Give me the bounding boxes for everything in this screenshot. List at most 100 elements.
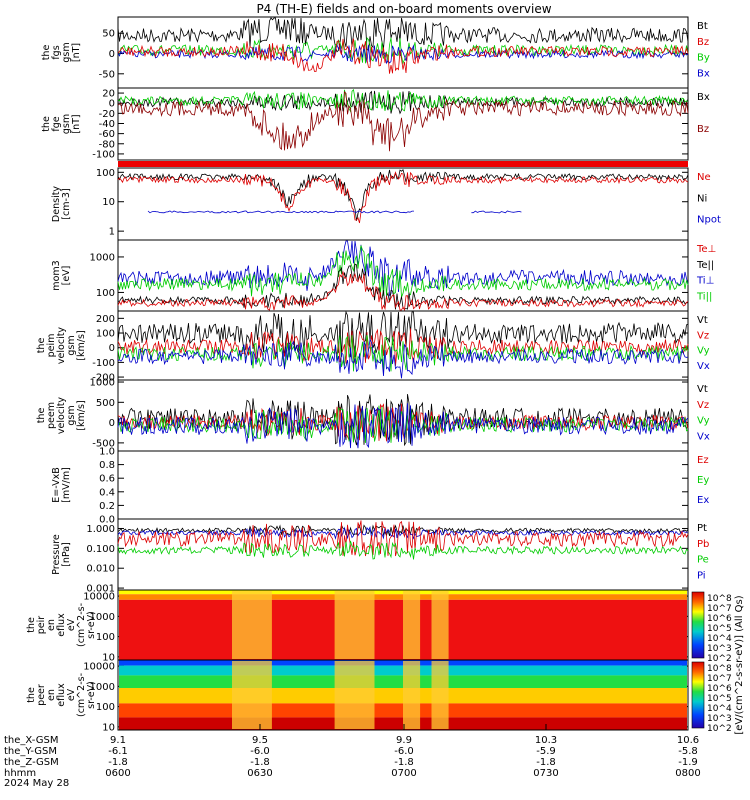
y-tick-label: -20 <box>99 109 115 120</box>
colorbar-lower <box>691 661 705 729</box>
series-Pt <box>117 524 689 537</box>
legend-entry: Vx <box>697 431 710 442</box>
time-axis-value: 9.1 <box>110 735 126 746</box>
y-axis-label: mom3 <box>51 260 62 290</box>
y-axis-label: the <box>36 408 47 424</box>
colorbar-tick-label: 10^6 <box>707 684 732 694</box>
y-tick-label: -80 <box>99 139 115 150</box>
y-axis-label: [nT] <box>71 114 82 133</box>
y-axis-label: fge <box>51 116 62 131</box>
y-tick-label: -100 <box>92 149 115 160</box>
y-tick-label: 10000 <box>83 662 115 673</box>
time-axis-value: 10.6 <box>677 735 699 746</box>
y-tick-label: 10 <box>102 197 115 208</box>
panel-peem_velocity: 1000 500 0 -500 the peem velocity gsm [km/s] Vt Vz… <box>36 378 710 452</box>
time-axis-value: 10.3 <box>535 735 557 746</box>
series-By <box>117 88 689 113</box>
y-tick-label: 10000 <box>83 592 115 603</box>
colorbar-tick-label: 10^5 <box>707 694 732 704</box>
panel-peer_en_eflux: 10000 1000 100 10 the peer en eflux eV (cm^2-s-sr… <box>26 659 689 733</box>
legend-entry: Te⊥ <box>696 244 716 255</box>
time-axis-value: -6.0 <box>250 746 270 757</box>
legend-entry: Vz <box>697 400 709 411</box>
y-tick-label: 0.100 <box>86 544 115 555</box>
legend-entry: Bt <box>697 21 708 32</box>
panel-fge_gsm: 200-20-40-60-80-100 the fge gsm [nT] Bx Bz <box>41 87 710 161</box>
y-tick-label: -200 <box>92 373 115 384</box>
series-Npot <box>471 210 522 214</box>
spectrogram-burst <box>334 591 375 659</box>
panel-pressure: 1.000 0.100 0.010 0.001 Pressure [nPa] Pt Pb Pe P… <box>51 518 709 595</box>
data-quality-bar <box>118 161 688 167</box>
y-tick-label: 100 <box>96 632 115 643</box>
colorbar-tick-label: 10^2 <box>707 724 732 734</box>
series-Vx <box>117 403 689 449</box>
y-tick-label: 0 <box>109 49 115 60</box>
y-tick-label: -500 <box>92 438 115 449</box>
colorbar-tick-label: 10^8 <box>707 594 732 604</box>
y-axis-label: velocity <box>56 397 67 435</box>
time-axis-value: -1.8 <box>250 757 270 768</box>
time-axis-value: -6.1 <box>108 746 128 757</box>
y-tick-label: 1 <box>109 227 115 238</box>
panel-peim_velocity: 200 100 0 -100 -200 the peim velocity gsm [km/s] V… <box>36 310 710 384</box>
y-tick-label: 1000 <box>90 378 115 389</box>
y-tick-label: 1000 <box>90 252 115 263</box>
y-tick-label: 0.2 <box>99 501 115 512</box>
panel-peir_en_eflux: 10000 1000 100 10 the peir en eflux eV (cm^2-s-sr… <box>26 589 689 663</box>
y-axis-label: eV <box>66 618 77 631</box>
y-tick-label: 100 <box>96 329 115 340</box>
time-axis-value: 0700 <box>391 768 416 779</box>
y-axis-label: eflux <box>56 683 67 707</box>
time-axis-row-label: the_Z-GSM <box>4 757 59 768</box>
panel-temperature: 1000 100 mom3 [eV] Te⊥ Te|| Ti⊥ Ti|| <box>51 239 716 312</box>
time-axis-value: 0630 <box>247 768 272 779</box>
y-axis-label: en <box>46 619 57 631</box>
legend-entry: Vy <box>697 416 710 427</box>
legend-entry: Ez <box>697 455 709 466</box>
y-axis-label: (cm^2-s- <box>76 603 87 647</box>
y-tick-label: 20 <box>102 89 115 100</box>
colorbar-tick-label: 10^8 <box>707 664 732 674</box>
series-Bz <box>117 38 689 74</box>
spectrogram-burst <box>431 661 449 729</box>
spectrogram-burst <box>232 661 272 729</box>
legend-entry: Ey <box>697 475 709 486</box>
time-axis-value: 0800 <box>675 768 700 779</box>
legend-entry: Vz <box>697 330 709 341</box>
series-Vy <box>117 405 689 444</box>
time-axis-value: -1.8 <box>536 757 556 768</box>
y-tick-label: -60 <box>99 129 115 140</box>
colorbar-tick-label: 10^4 <box>707 704 732 714</box>
y-tick-label: 200 <box>96 314 115 325</box>
series-Pb <box>117 520 689 557</box>
y-axis-label: fgs <box>51 45 62 59</box>
y-axis-label: sr-eV) <box>86 611 97 639</box>
series-Vx <box>117 338 689 379</box>
y-axis-label: peem <box>46 402 57 429</box>
legend-entry: Vx <box>697 361 710 372</box>
y-tick-label: 0 <box>109 343 115 354</box>
time-axis-row-label: hhmm <box>4 768 36 779</box>
panel-density: 100 10 1 Density [cm-3] Ne Ni Npot <box>51 167 721 241</box>
y-tick-label: -50 <box>99 69 115 80</box>
y-axis-label: eV <box>66 688 77 701</box>
y-axis-label: en <box>46 689 57 701</box>
panel-frame <box>117 659 689 731</box>
legend-entry: Vt <box>697 315 708 326</box>
y-tick-label: 1000 <box>90 682 115 693</box>
legend-entry: By <box>697 53 710 64</box>
legend-entry: Bx <box>697 92 710 103</box>
colorbars: 10^810^710^610^510^410^310^210^810^710^6… <box>691 591 732 734</box>
time-axis-value: 9.5 <box>252 735 268 746</box>
time-axis-value: -1.9 <box>678 757 698 768</box>
spectrogram <box>119 590 687 660</box>
legend-entry: Pi <box>697 570 706 581</box>
y-axis-label: peer <box>36 684 47 706</box>
y-axis-label: the <box>36 338 47 354</box>
legend-entry: Ni <box>697 193 707 204</box>
y-tick-label: 0.8 <box>99 460 115 471</box>
y-axis-label: [eV] <box>61 266 72 286</box>
y-tick-label: -40 <box>99 119 115 130</box>
